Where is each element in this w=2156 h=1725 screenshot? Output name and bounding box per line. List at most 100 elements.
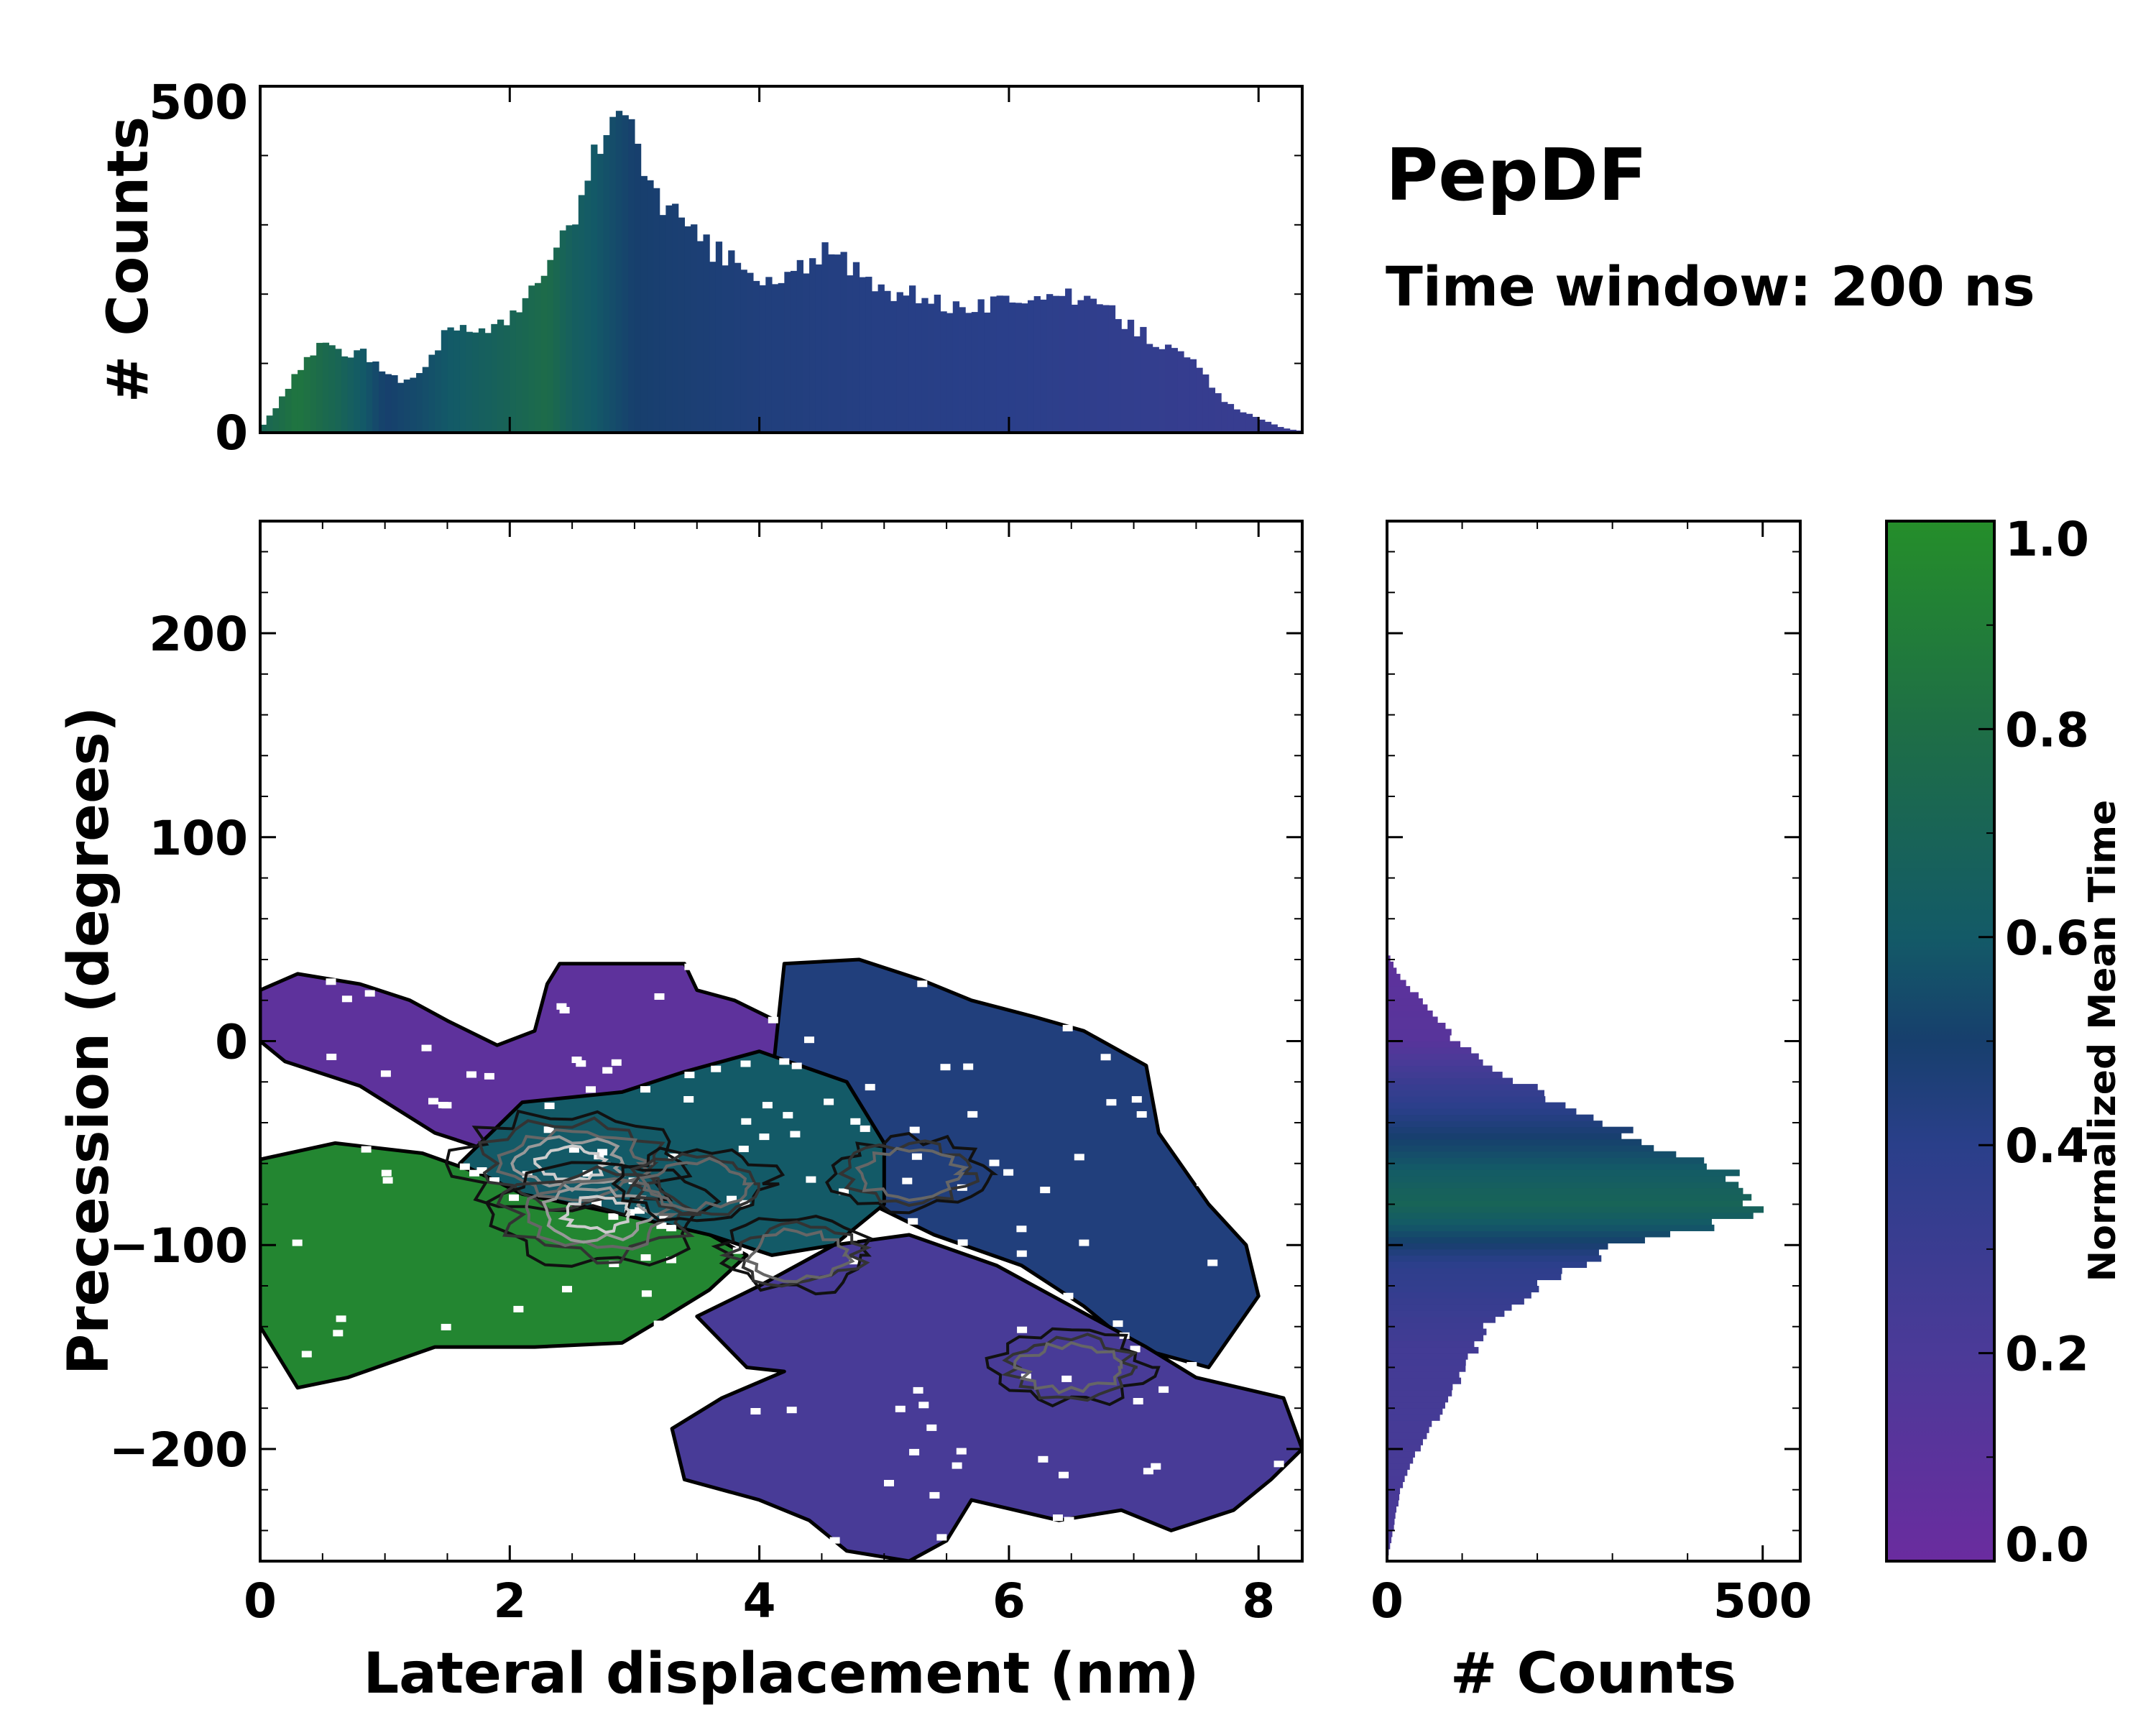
empty-bin [562,1286,572,1293]
right-histogram-bar [1387,1475,1405,1482]
top-histogram-bar [572,224,579,433]
top-histogram-bar [335,349,342,433]
top-histogram-bar [291,374,298,433]
right-histogram-bar [1387,1445,1421,1452]
top-histogram-bar [665,205,673,433]
right-histogram-bar [1387,1151,1677,1158]
top-histogram-bar [1089,298,1097,433]
empty-bin [957,1239,968,1246]
right-histogram-bar [1387,1365,1466,1372]
empty-bin [911,1153,922,1160]
top-histogram-bar [678,217,686,433]
empty-bin [656,1222,667,1229]
top-histogram-bar [466,331,473,433]
top-histogram-bar [391,375,398,433]
empty-bin [989,1159,1000,1167]
top-histogram-bar [1164,344,1172,433]
top-histogram-bar [959,307,966,433]
top-histogram-bar [634,144,642,433]
top-histogram-bar [1077,300,1084,433]
colorbar-tick-label-1.0: 1.0 [2005,512,2089,567]
right-histogram-bar [1387,1267,1562,1274]
top-histogram-bar [578,195,586,433]
empty-bin [732,1269,742,1276]
empty-bin [653,1320,664,1328]
top-histogram-bar [1071,304,1079,433]
right-histogram-bar [1387,1041,1461,1048]
top-histogram-bar [915,303,922,433]
heatmap-region-purple-lobe-upper-left [260,962,799,1155]
top-histogram-bar [1264,421,1272,433]
top-histogram-panel: 500 0 # Counts [96,75,1304,461]
top-histogram-bar [903,295,910,433]
empty-bin [762,1102,773,1109]
top-histogram-ylabel: # Counts [96,116,161,402]
empty-bin [428,1098,438,1105]
empty-bin [902,1177,913,1184]
empty-bin [609,1261,619,1267]
top-histogram-frame [259,85,1304,434]
right-histogram-ticks [1386,521,1800,1561]
top-histogram-bar [384,374,392,433]
top-histogram-bar [778,282,785,433]
empty-bin [1130,1346,1141,1353]
top-histogram-bar [747,272,754,433]
empty-bin [1133,1398,1143,1404]
empty-bin [684,963,695,970]
empty-bin [1053,1514,1063,1522]
right-histogram-bar [1387,1481,1404,1489]
empty-bin [1068,1527,1079,1535]
main-xtick-label-4: 4 [743,1573,776,1629]
empty-bin [608,1213,619,1220]
right-histogram-bar [1387,1530,1393,1537]
right-histogram-bar [1387,1065,1493,1072]
top-histogram-bar [328,345,336,433]
empty-bin [1074,1154,1084,1161]
top-histogram-bar [266,415,273,433]
top-histogram-bar [441,330,448,433]
top-histogram-bar [815,264,823,433]
colorbar-panel: 0.0 0.2 0.4 0.6 0.8 1.0 Normalized Mean … [1885,512,2124,1573]
right-histogram-bar [1387,1347,1479,1354]
empty-bin [336,1315,346,1322]
top-histogram-bar [1040,299,1047,433]
top-histogram-bar [416,373,423,433]
right-histogram-bar [1387,985,1411,993]
top-histogram-bar [1252,417,1259,433]
top-histogram-bar [1271,424,1278,433]
top-histogram-bar [1102,305,1110,433]
top-histogram-bar [1015,303,1022,433]
empty-bin [839,1188,849,1195]
empty-bin [659,1213,670,1220]
empty-bin [380,1070,391,1077]
top-histogram-bar [1283,428,1291,433]
empty-bin [382,1177,393,1184]
top-histogram-bar [809,258,816,433]
right-histogram-bar [1387,1506,1397,1513]
right-histogram-bar [1387,1187,1743,1195]
empty-bin [326,978,336,985]
top-histogram-bar [859,277,866,433]
right-histogram-bar [1387,1304,1512,1311]
contour-line [854,1146,969,1202]
top-histogram-bar [298,369,305,433]
top-histogram-bar [828,254,835,433]
top-histogram-bar [653,188,660,433]
right-histogram-bar [1387,1194,1752,1201]
top-histogram-bar [540,275,548,433]
empty-bin [640,1086,650,1093]
right-histogram-bar [1387,992,1419,999]
top-histogram-bar [478,328,486,433]
top-histogram-bar [1221,402,1228,433]
right-histogram-bar [1387,1169,1740,1177]
empty-bin [597,1149,608,1156]
right-histogram-bar [1387,1157,1705,1164]
right-histogram-bar [1387,1536,1392,1544]
right-histogram-bar [1387,1322,1483,1330]
colorbar-tick-label-0.0: 0.0 [2005,1517,2089,1573]
top-histogram-bar [1202,374,1210,433]
top-histogram-bar [628,119,635,433]
right-histogram-bar [1387,1248,1599,1256]
top-histogram-bar [484,333,492,433]
top-histogram-bar [709,262,717,433]
